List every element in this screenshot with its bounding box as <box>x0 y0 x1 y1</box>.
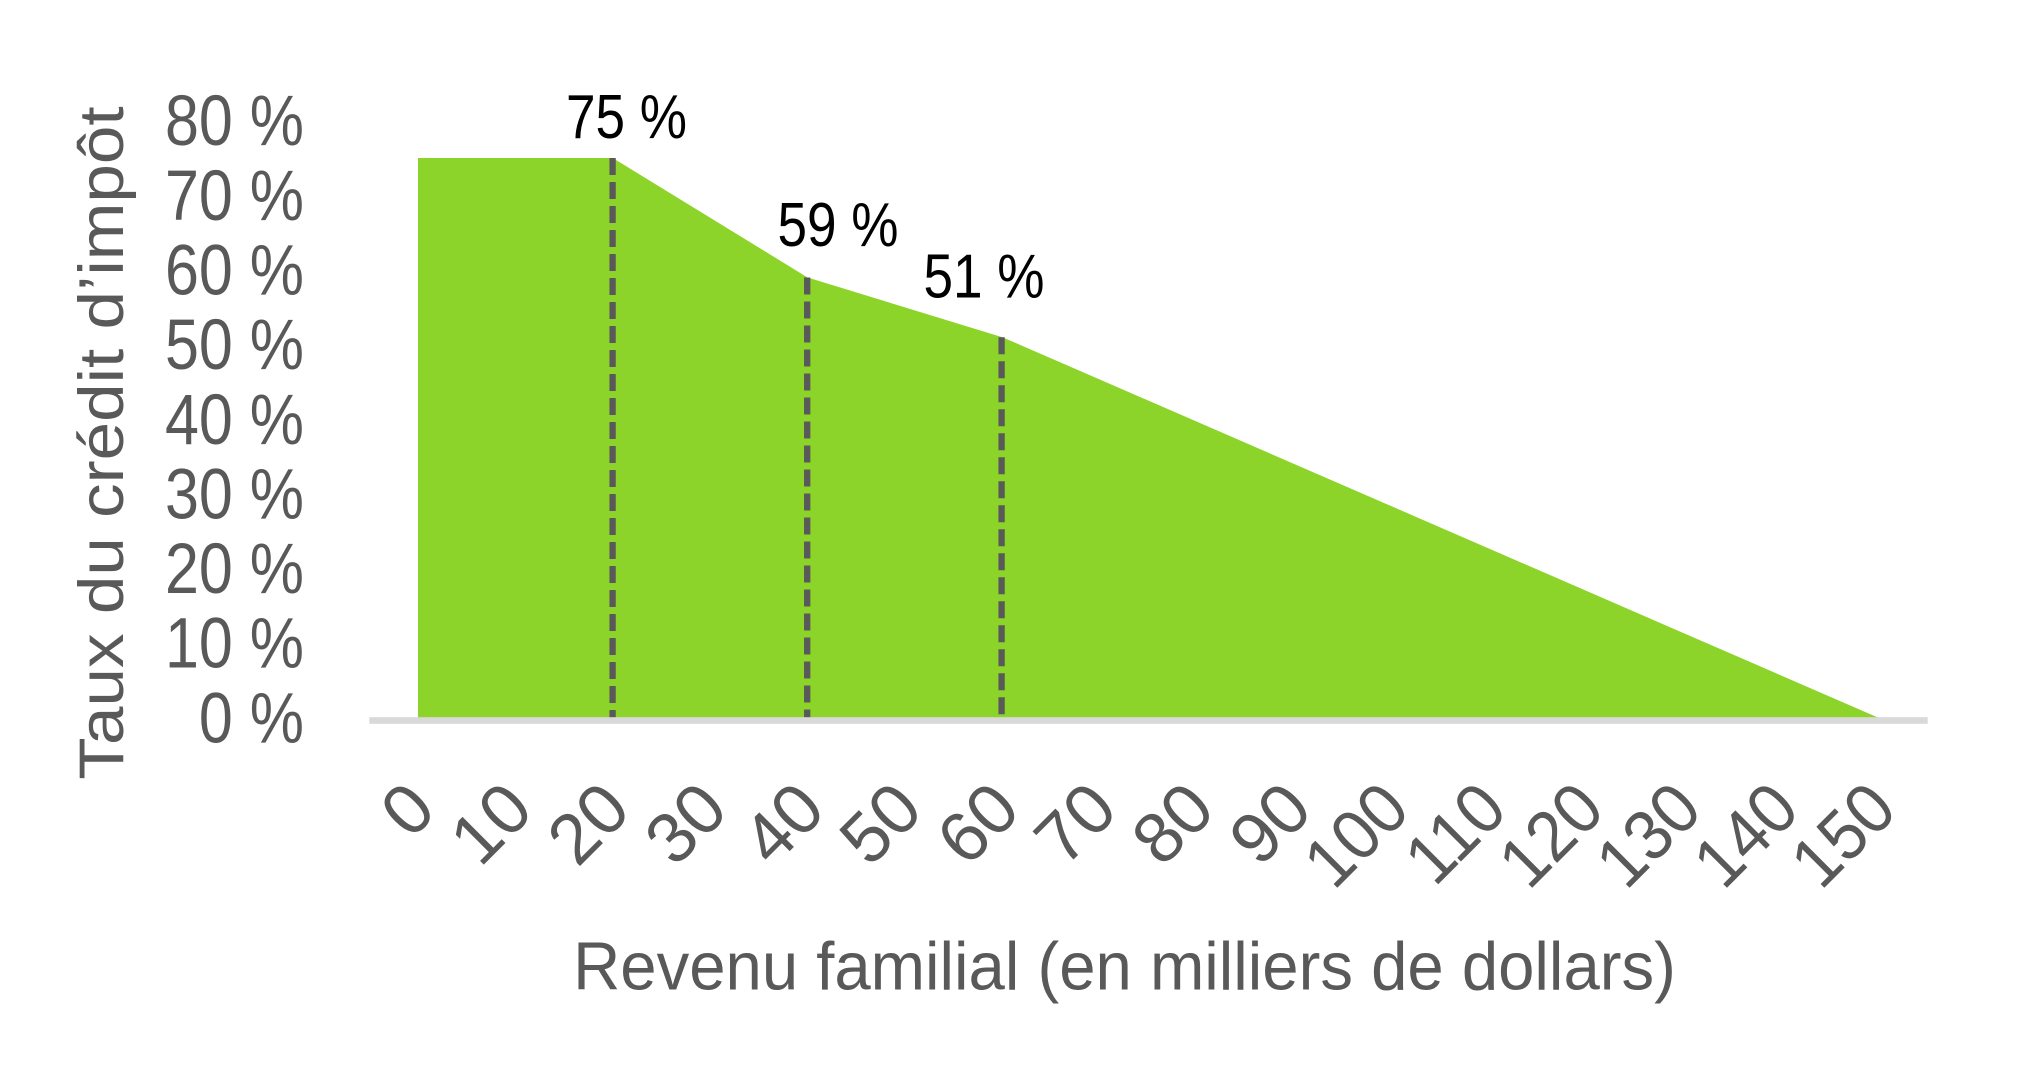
svg-text:60 %: 60 % <box>165 231 304 310</box>
svg-text:0 %: 0 % <box>199 679 304 758</box>
svg-text:75 %: 75 % <box>566 82 687 152</box>
svg-text:59 %: 59 % <box>777 190 898 260</box>
svg-text:Taux du crédit d’impôt: Taux du crédit d’impôt <box>67 106 138 779</box>
svg-text:Revenu familial (en milliers d: Revenu familial (en milliers de dollars) <box>573 929 1676 1004</box>
svg-text:51 %: 51 % <box>923 241 1044 311</box>
svg-text:30 %: 30 % <box>165 455 304 534</box>
svg-text:10 %: 10 % <box>165 604 304 683</box>
svg-text:80 %: 80 % <box>165 82 304 161</box>
svg-text:70 %: 70 % <box>165 157 304 236</box>
svg-text:20 %: 20 % <box>165 530 304 609</box>
svg-text:50 %: 50 % <box>165 306 304 385</box>
svg-text:40 %: 40 % <box>165 381 304 460</box>
